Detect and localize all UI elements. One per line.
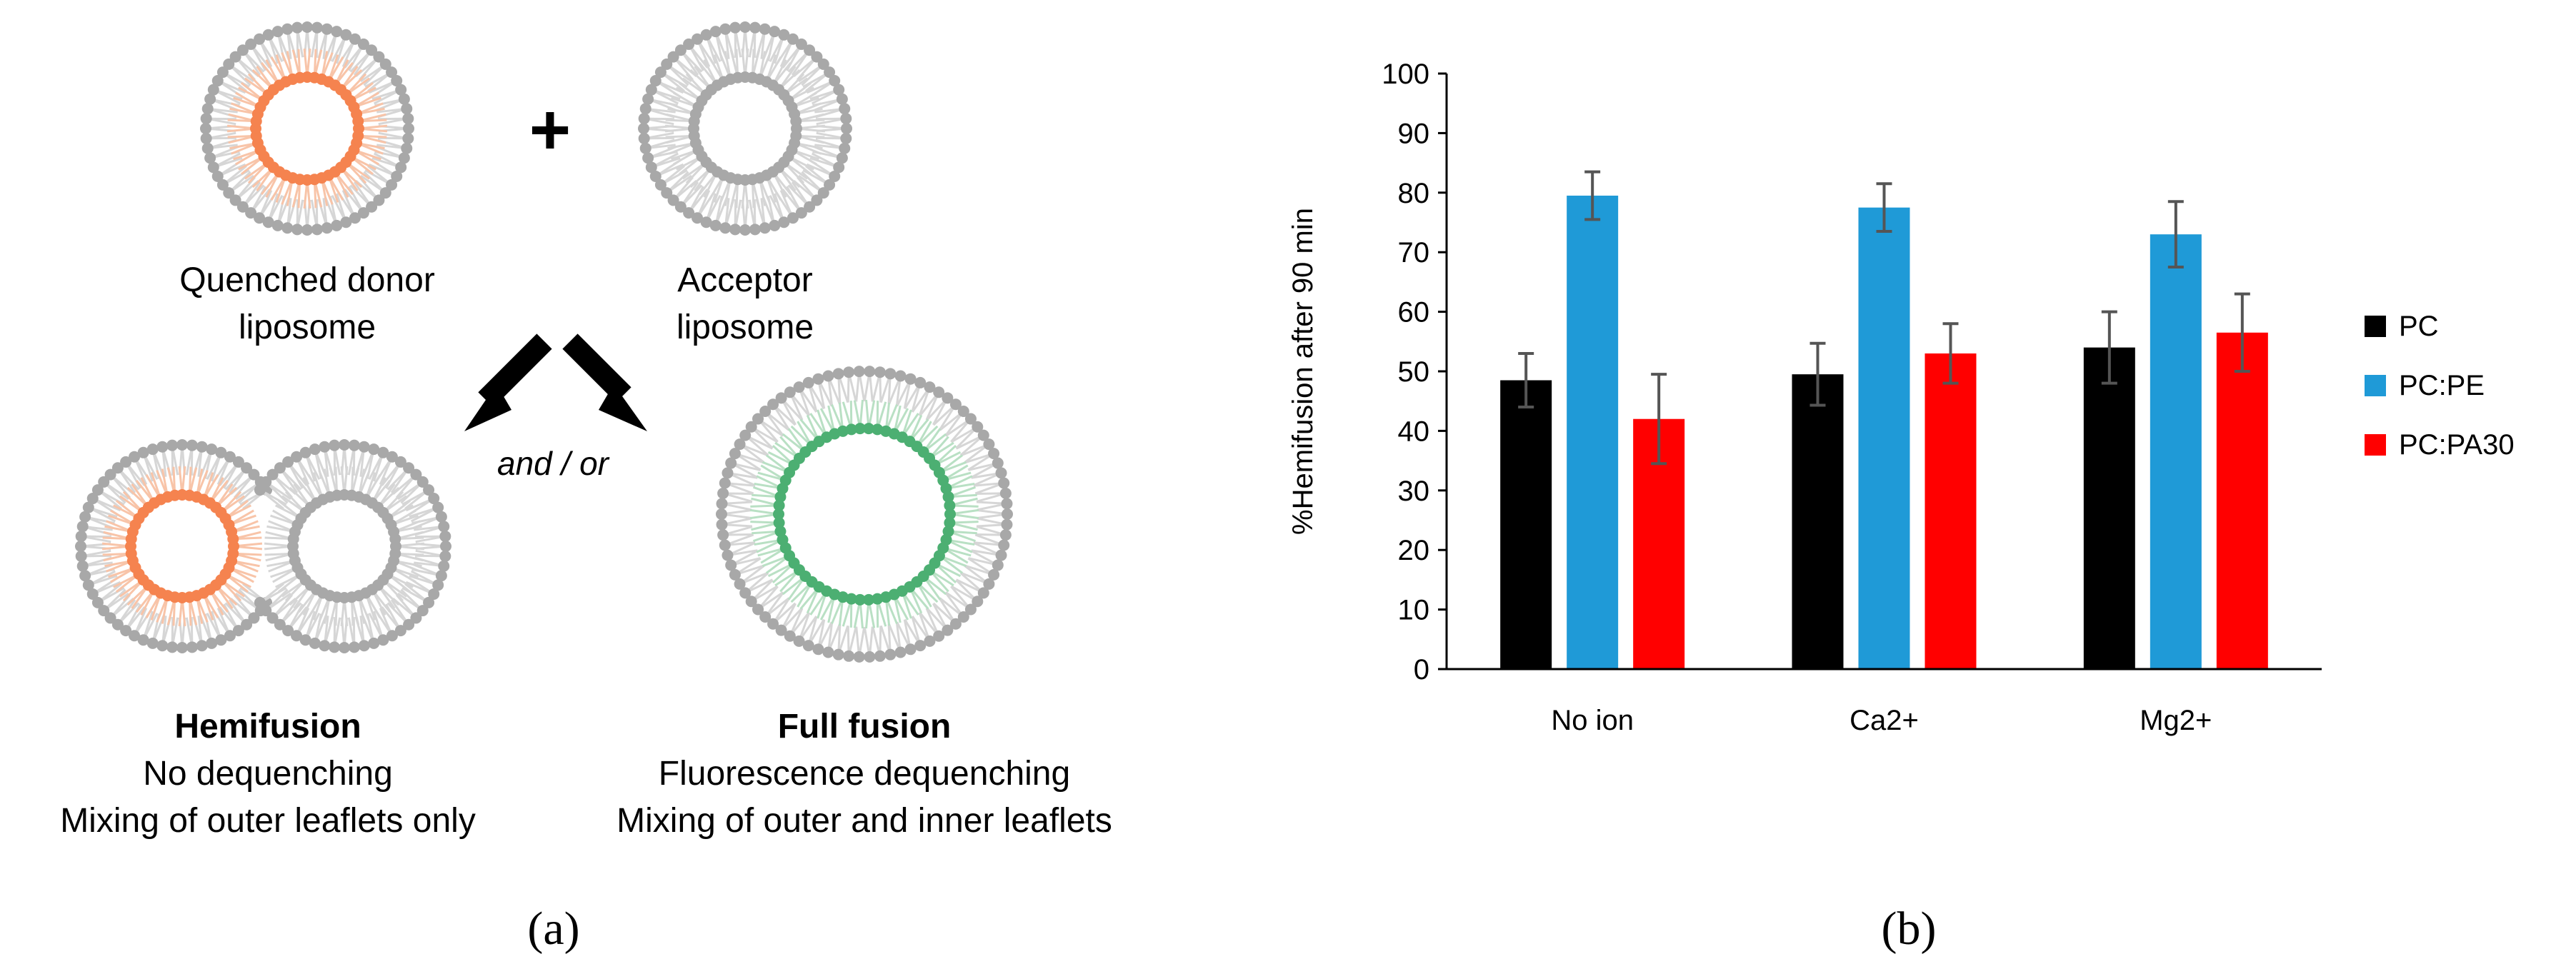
legend-swatch [2365,434,2386,456]
y-tick-label: 90 [1398,118,1430,149]
hemifusion-liposome-pair [75,439,451,653]
quenched-donor-liposome [200,21,414,236]
y-tick-label: 0 [1414,654,1429,686]
y-axis-title: %Hemifusion after 90 min [1287,208,1319,535]
x-category-label: Ca2+ [1849,705,1919,736]
and-or-label: and / or [497,445,610,482]
hemifusion-line-1: No dequenching [143,755,393,793]
panel-b-caption: (b) [1882,903,1937,955]
y-tick-label: 10 [1398,595,1430,626]
y-tick-label: 80 [1398,178,1430,209]
plus-sign: + [529,90,571,170]
inner-leaflet [664,48,826,209]
bar-pc-pe [1567,195,1619,670]
acceptor-label-line-1: Acceptor [677,261,812,299]
bar-pc-pa30 [2216,332,2268,669]
outer-leaflet [200,21,414,236]
acceptor-liposome [638,21,852,236]
legend-label: PC:PE [2399,370,2485,401]
full-fusion-liposome [716,366,1013,663]
legend-swatch [2365,316,2386,337]
bar-pc [1500,380,1552,669]
hemifusion-title: Hemifusion [174,708,361,745]
bar-pc-pe [1858,207,1910,669]
inner-leaflet [749,399,979,629]
y-tick-label: 40 [1398,416,1430,447]
acceptor-label-line-2: liposome [677,308,814,346]
inner-leaflet [264,466,425,627]
y-tick-label: 60 [1398,297,1430,328]
axes [1445,74,2322,671]
arrow-to-hemifusion [464,333,552,431]
inner-leaflet [101,466,263,627]
legend: PC PC:PE PC:PA30 [2365,311,2515,461]
x-category-label: No ion [1551,705,1634,736]
x-category-label: Mg2+ [2140,705,2212,736]
bar-pc-pe [2150,234,2202,669]
legend-label: PC:PA30 [2399,429,2515,461]
full-fusion-line-2: Mixing of outer and inner leaflets [616,802,1112,840]
full-fusion-line-1: Fluorescence dequenching [659,755,1070,793]
outer-leaflet [638,21,852,236]
legend-swatch [2365,375,2386,396]
outer-leaflet [254,439,451,653]
y-tick-label: 50 [1398,356,1430,388]
y-tick-label: 70 [1398,237,1430,268]
donor-label-line-1: Quenched donor [179,261,435,299]
panel-a-caption: (a) [527,903,579,955]
y-tick-label: 30 [1398,476,1430,507]
inner-leaflet [226,48,388,209]
bar-pc [1792,374,1844,669]
arrow-to-full-fusion [562,333,647,431]
y-tick-label: 20 [1398,535,1430,566]
y-tick-label: 100 [1382,59,1429,90]
panel-a-schematic: + Quenched donor liposome Acceptor lipos… [60,21,1112,955]
bar-pc [2083,347,2135,669]
y-axis-ticks: 0 10 20 30 40 50 60 70 80 90 100 [1382,59,1447,686]
bars [1500,195,2268,670]
outer-leaflet [716,366,1013,663]
full-fusion-title: Full fusion [778,708,952,745]
panel-b-bar-chart: 0 10 20 30 40 50 60 70 80 90 100 No ion Ca2+ Mg2+ %H… [1287,59,2515,955]
donor-label-line-2: liposome [239,308,376,346]
x-axis-category-labels: No ion Ca2+ Mg2+ [1551,705,2212,736]
bar-pc-pa30 [1924,353,1977,669]
legend-label: PC [2399,311,2439,342]
hemifusion-line-2: Mixing of outer leaflets only [60,802,476,840]
error-bars [1518,170,2250,466]
